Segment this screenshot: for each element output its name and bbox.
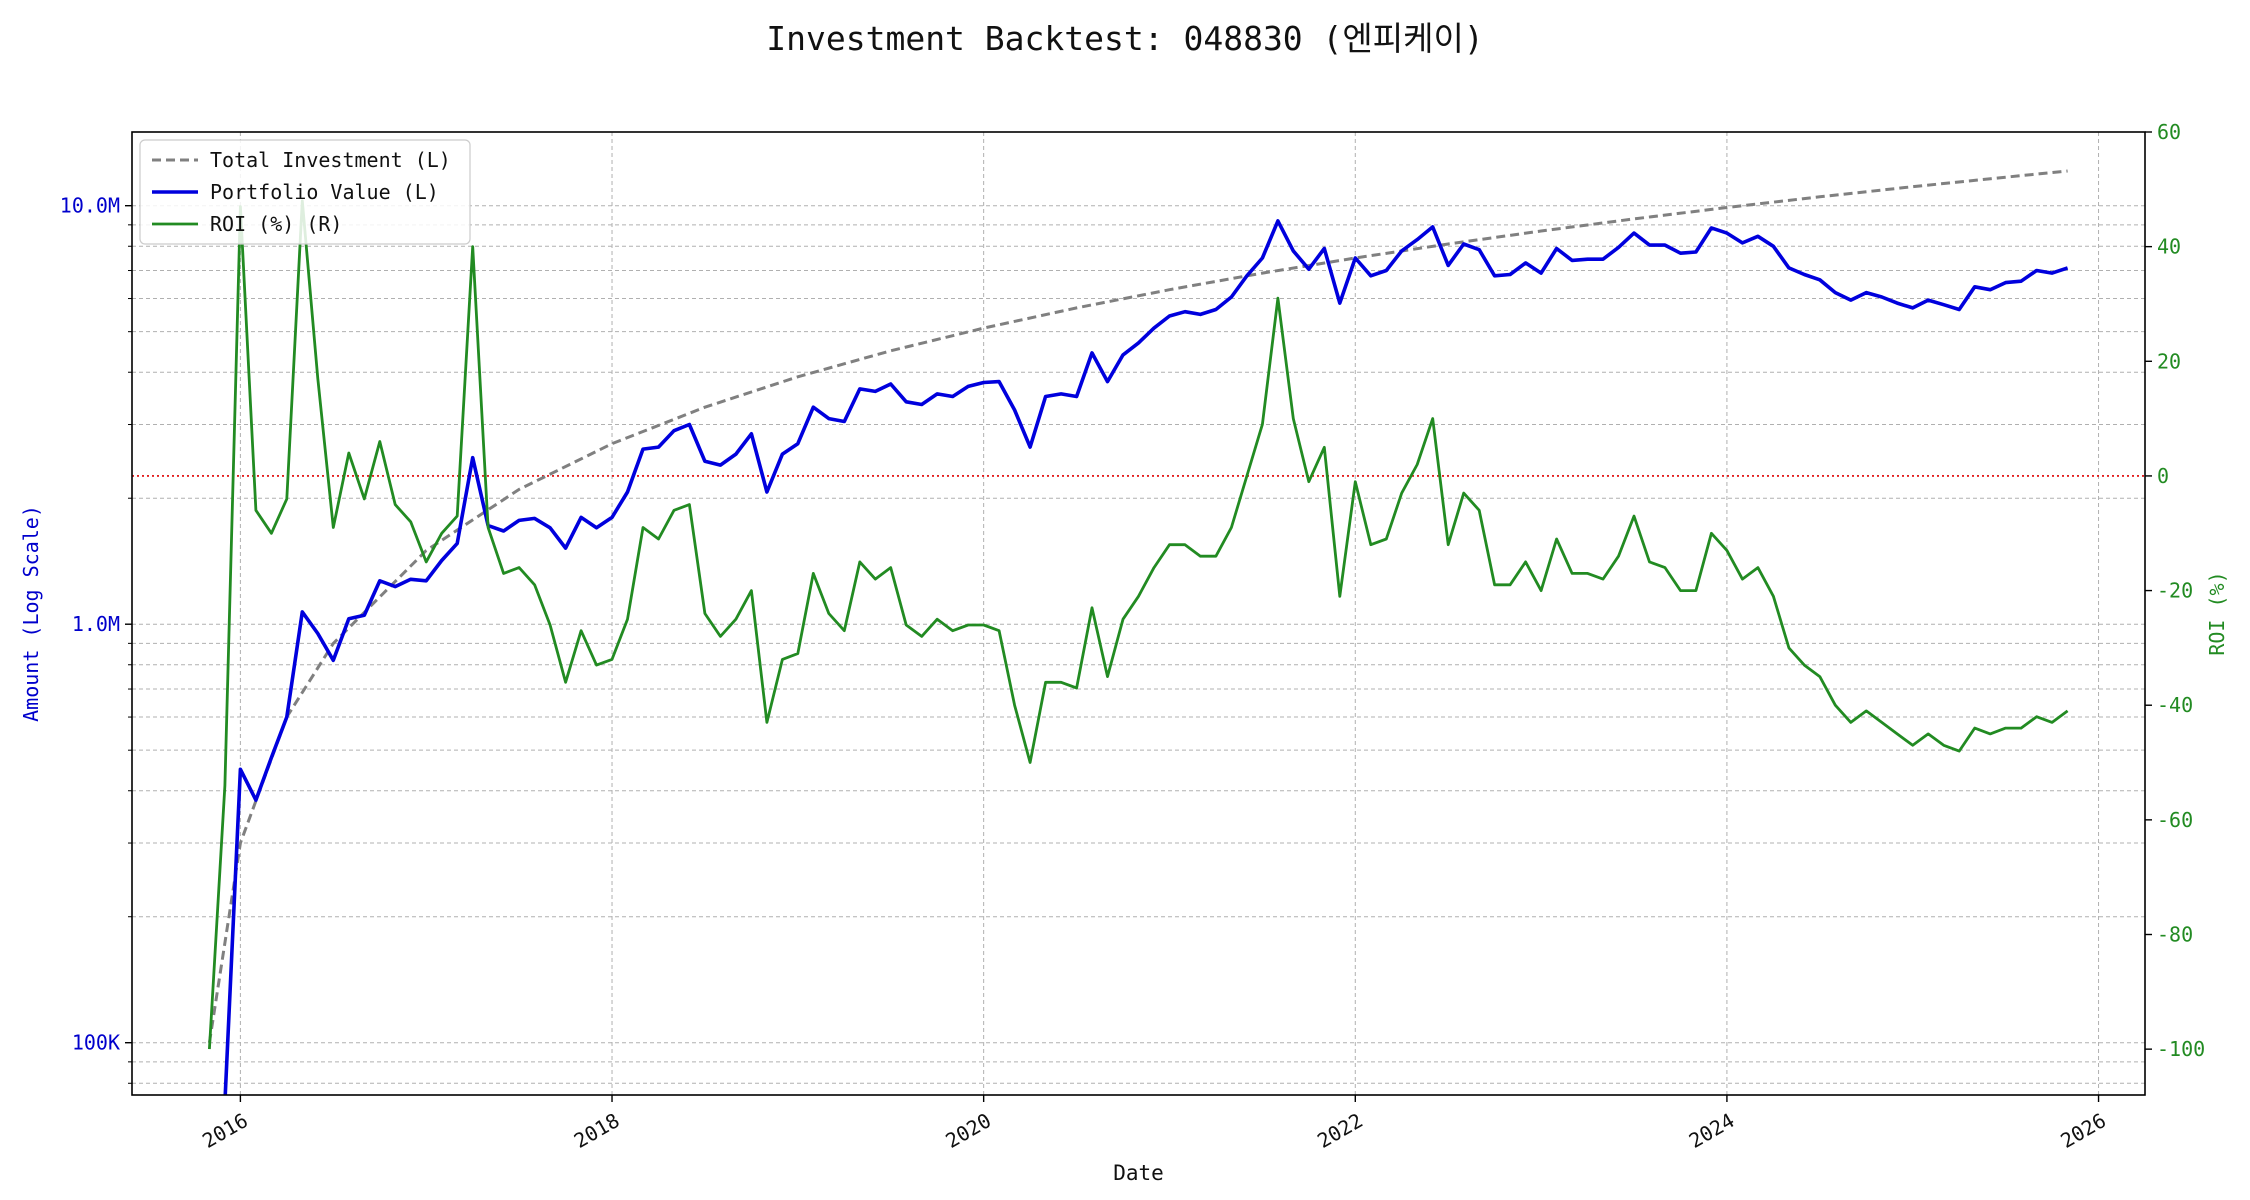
y-right-tick-label: -60 xyxy=(2157,808,2193,832)
y-right-tick-label: 0 xyxy=(2157,464,2169,488)
x-tick-label: 2016 xyxy=(198,1108,252,1153)
y-right-tick-label: 40 xyxy=(2157,235,2181,259)
y-right-tick-label: -20 xyxy=(2157,579,2193,603)
series-layer xyxy=(207,169,2069,1095)
y-right-tick-label: -40 xyxy=(2157,693,2193,717)
x-tick-label: 2026 xyxy=(2056,1108,2110,1153)
portfolio-value-line xyxy=(223,219,2069,1095)
legend-box xyxy=(139,139,471,245)
y-right-tick-label: 60 xyxy=(2157,120,2181,144)
axis-layer: 2016 2018 2020 2022 2024 2026 Date 100K 1.0M 10.0… xyxy=(19,120,2229,1185)
legend-label: Portfolio Value (L) xyxy=(210,180,439,204)
y-right-axis-label: ROI (%) xyxy=(2205,571,2229,655)
x-tick-label: 2022 xyxy=(1313,1108,1367,1153)
x-tick-label: 2020 xyxy=(941,1108,995,1153)
plot-frame xyxy=(131,131,2146,1096)
legend-label: ROI (%) (R) xyxy=(210,212,342,236)
chart-title: Investment Backtest: 048830 (엔피케이) xyxy=(766,19,1484,58)
x-tick-label: 2018 xyxy=(570,1108,624,1153)
total-investment-line xyxy=(207,169,2068,1043)
legend: Total Investment (L) Portfolio Value (L) R… xyxy=(139,139,471,245)
legend-label: Total Investment (L) xyxy=(210,148,451,172)
y-left-tick-label: 1.0M xyxy=(72,612,120,636)
y-left-tick-label: 100K xyxy=(72,1031,120,1055)
roi-line xyxy=(208,199,2069,1050)
y-right-tick-label: -80 xyxy=(2157,923,2193,947)
grid-layer xyxy=(132,132,2145,1095)
y-right-tick-label: -100 xyxy=(2157,1037,2205,1061)
y-left-tick-label: 10.0M xyxy=(60,194,120,218)
x-axis-label: Date xyxy=(1113,1161,1164,1185)
y-left-axis-label: Amount (Log Scale) xyxy=(19,505,43,722)
x-tick-label: 2024 xyxy=(1685,1108,1739,1153)
y-right-tick-label: 20 xyxy=(2157,349,2181,373)
